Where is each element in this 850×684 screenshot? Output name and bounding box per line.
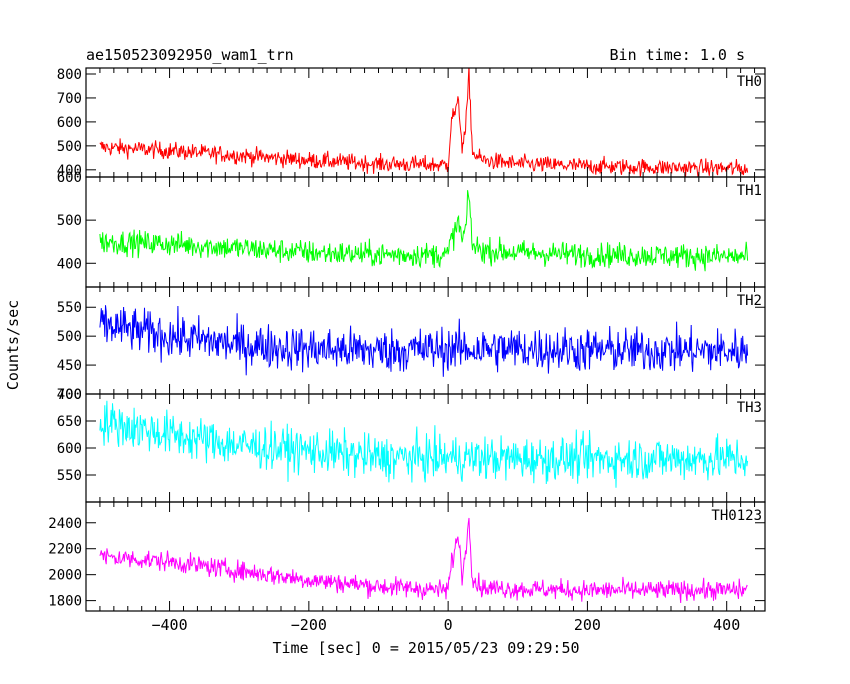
panel-frame — [85, 176, 766, 288]
panel-th0: TH0 400 500 600 700 800 — [57, 67, 766, 179]
y-tick-label: 400 — [57, 387, 82, 403]
x-tick-label: 0 — [444, 616, 453, 634]
panel-frame — [85, 501, 766, 612]
y-tick-label: 600 — [57, 170, 82, 186]
y-tick-label: 2000 — [48, 568, 82, 584]
y-tick-label: 700 — [57, 91, 82, 107]
y-tick-label: 2400 — [48, 516, 82, 532]
y-axis-label: Counts/sec — [4, 300, 22, 390]
panels-group: TH0 400 500 600 700 800 TH1 400 500 600 TH2 400 450 5… — [48, 67, 766, 634]
panel-th3: TH3 550 600 650 700 — [57, 387, 766, 503]
series-label: TH2 — [737, 293, 762, 309]
y-tick-label: 400 — [57, 256, 82, 272]
series-label: TH0123 — [711, 508, 762, 524]
y-tick-label: 600 — [57, 115, 82, 131]
y-tick-label: 800 — [57, 67, 82, 83]
y-tick-label: 500 — [57, 329, 82, 345]
x-tick-label: −200 — [291, 616, 327, 634]
x-tick-label: −400 — [152, 616, 188, 634]
series-label: TH0 — [737, 74, 762, 90]
y-tick-label: 400 — [57, 163, 82, 179]
series-line-th0 — [99, 68, 749, 177]
series-line-th0123 — [99, 517, 748, 604]
y-tick-label: 550 — [57, 300, 82, 316]
y-tick-label: 450 — [57, 358, 82, 374]
series-line-th3 — [99, 400, 749, 488]
panel-th0123: TH0123 1800 2000 2200 2400 — [48, 501, 766, 612]
x-axis-label: Time [sec] 0 = 2015/05/23 09:29:50 — [272, 639, 579, 657]
series-line-th2 — [99, 305, 749, 377]
chart-title: ae150523092950_wam1_trn — [86, 46, 294, 64]
x-tick-label: 200 — [574, 616, 601, 634]
y-tick-label: 500 — [57, 213, 82, 229]
bin-time-label: Bin time: 1.0 s — [610, 46, 745, 64]
series-label: TH3 — [737, 400, 762, 416]
y-tick-label: 2200 — [48, 542, 82, 558]
x-tick-label: 400 — [713, 616, 740, 634]
series-label: TH1 — [737, 183, 762, 199]
y-tick-label: 550 — [57, 468, 82, 484]
y-tick-label: 600 — [57, 441, 82, 457]
y-tick-label: 500 — [57, 139, 82, 155]
y-tick-label: 700 — [57, 387, 82, 403]
panel-th1: TH1 400 500 600 — [57, 170, 766, 288]
series-line-th1 — [99, 190, 749, 272]
panel-frame — [85, 393, 766, 503]
y-tick-label: 1800 — [48, 594, 82, 610]
panel-th2: TH2 400 450 500 550 — [57, 286, 766, 403]
y-tick-label: 650 — [57, 414, 82, 430]
